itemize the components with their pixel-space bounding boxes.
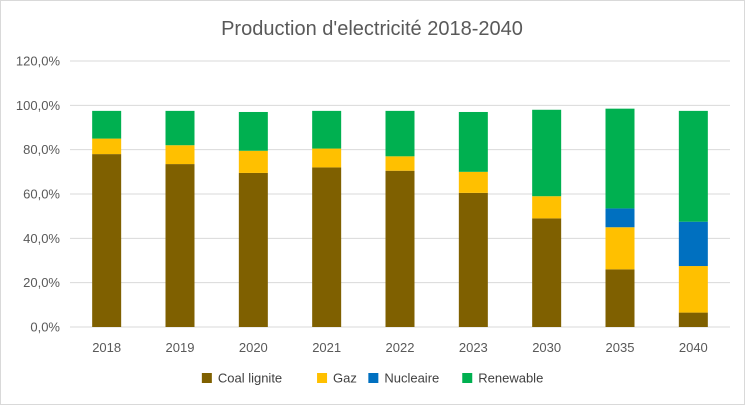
- bar-2030-gaz: [532, 196, 562, 219]
- bar-2021-gaz: [312, 148, 342, 168]
- legend-label-coal-lignite: Coal lignite: [218, 371, 282, 386]
- bar-2035-gaz: [605, 227, 635, 270]
- bar-2035-nucleaire: [605, 208, 635, 228]
- bar-2020-gaz: [238, 150, 268, 173]
- chart-title: Production d'electricité 2018-2040: [221, 18, 523, 40]
- legend: Coal lignite Gaz Nucleaire Renewable: [201, 371, 543, 386]
- x-tick-label: 2018: [92, 340, 121, 355]
- bar-2040-nucleaire: [678, 221, 708, 267]
- x-tick-label: 2040: [679, 340, 708, 355]
- bar-2020-coal-lignite: [238, 172, 268, 327]
- legend-label-nucleaire: Nucleaire: [384, 371, 439, 386]
- x-tick-label: 2022: [386, 340, 415, 355]
- y-tick-label: 80,0%: [23, 142, 60, 157]
- legend-swatch-nucleaire: [368, 373, 379, 383]
- x-tick-label: 2030: [532, 340, 561, 355]
- bars: [92, 108, 708, 327]
- bar-2020-renewable: [238, 111, 268, 151]
- bar-2022-renewable: [385, 110, 415, 157]
- legend-swatch-coal-lignite: [201, 373, 212, 383]
- bar-2021-renewable: [312, 110, 342, 149]
- bar-2022-coal-lignite: [385, 170, 415, 327]
- y-tick-label: 100,0%: [16, 98, 61, 113]
- bar-2030-renewable: [532, 109, 562, 197]
- x-tick-label: 2020: [239, 340, 268, 355]
- legend-swatch-gaz: [317, 373, 328, 383]
- bar-2040-renewable: [678, 110, 708, 222]
- y-tick-label: 0,0%: [30, 320, 60, 335]
- bar-2019-gaz: [165, 145, 195, 165]
- bar-2040-gaz: [678, 266, 708, 313]
- legend-label-renewable: Renewable: [478, 371, 543, 386]
- bar-2023-coal-lignite: [458, 192, 488, 327]
- x-tick-label: 2023: [459, 340, 488, 355]
- bar-2030-coal-lignite: [532, 218, 562, 327]
- x-axis-tick-labels: 2018 2019 2020 2021 2022 2023 2030 2035 2040: [92, 340, 708, 355]
- bar-2018-coal-lignite: [92, 154, 122, 327]
- bar-2023-gaz: [458, 171, 488, 193]
- bar-2022-gaz: [385, 156, 415, 171]
- legend-label-gaz: Gaz: [333, 371, 357, 386]
- x-tick-label: 2019: [166, 340, 195, 355]
- bar-2035-renewable: [605, 108, 635, 209]
- y-tick-label: 120,0%: [16, 54, 61, 69]
- bar-2018-renewable: [92, 110, 122, 139]
- bar-2019-renewable: [165, 110, 195, 146]
- bar-2035-coal-lignite: [605, 269, 635, 327]
- x-tick-label: 2021: [312, 340, 341, 355]
- y-tick-label: 20,0%: [23, 275, 60, 290]
- bar-2018-gaz: [92, 138, 122, 155]
- x-tick-label: 2035: [606, 340, 635, 355]
- y-tick-label: 40,0%: [23, 231, 60, 246]
- legend-swatch-renewable: [462, 373, 473, 383]
- y-tick-label: 60,0%: [23, 187, 60, 202]
- y-axis-tick-labels: 0,0% 20,0% 40,0% 60,0% 80,0% 100,0% 120,0%: [16, 54, 61, 335]
- bar-2021-coal-lignite: [312, 167, 342, 327]
- bar-2019-coal-lignite: [165, 164, 195, 327]
- bar-2040-coal-lignite: [678, 312, 708, 327]
- bar-2023-renewable: [458, 111, 488, 172]
